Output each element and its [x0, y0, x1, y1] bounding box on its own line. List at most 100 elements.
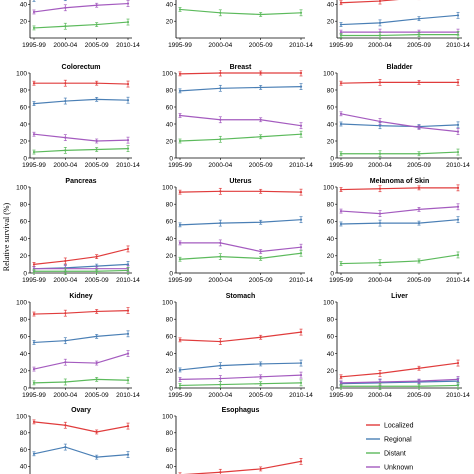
- data-point: [95, 456, 98, 459]
- data-point: [64, 312, 67, 315]
- series-line-distant: [34, 269, 129, 272]
- data-point: [126, 82, 130, 86]
- panel-title: Liver: [391, 293, 408, 300]
- data-point: [378, 372, 382, 375]
- x-tick-label: 1995-99: [22, 42, 46, 49]
- x-tick-label: 2005-09: [249, 162, 273, 169]
- y-tick-label: 40: [166, 236, 174, 243]
- series-line-unknown: [340, 378, 459, 384]
- series-line-regional: [340, 380, 459, 385]
- y-tick-label: 20: [20, 253, 28, 260]
- data-point: [339, 122, 343, 126]
- x-tick-label: 2010-14: [446, 277, 470, 284]
- data-point: [32, 133, 36, 136]
- y-tick-label: 100: [16, 70, 27, 77]
- data-point: [378, 187, 382, 190]
- series-line-distant: [33, 378, 129, 384]
- x-tick-label: 2000-04: [208, 42, 232, 49]
- data-point: [178, 368, 182, 372]
- data-point: [64, 361, 67, 364]
- x-tick-label: 2010-14: [116, 162, 140, 169]
- data-point: [456, 150, 460, 154]
- data-point: [339, 222, 343, 226]
- data-point: [456, 384, 460, 387]
- data-point: [95, 335, 98, 338]
- data-point: [299, 374, 303, 377]
- panel-5: Bladder 0 20 40 60 80 100 1995-99 2000-04 2005-09…: [323, 64, 470, 169]
- data-point: [219, 190, 222, 193]
- data-point: [126, 379, 130, 382]
- data-point: [178, 258, 182, 261]
- y-tick-label: 0: [330, 385, 334, 392]
- y-tick-label: 100: [162, 70, 173, 77]
- y-tick-label: 60: [166, 447, 174, 454]
- data-point: [219, 471, 222, 474]
- data-point: [259, 190, 262, 193]
- data-point: [95, 82, 98, 85]
- x-tick-label: 2005-09: [407, 162, 431, 169]
- data-point: [417, 367, 421, 370]
- y-tick-label: 40: [20, 351, 28, 358]
- data-point: [299, 191, 303, 194]
- data-point: [178, 384, 182, 387]
- series-line-localized: [183, 460, 302, 474]
- panel-title: Breast: [230, 64, 252, 71]
- data-point: [299, 218, 303, 221]
- y-tick-label: 40: [20, 121, 28, 128]
- x-tick-label: 2010-14: [446, 162, 470, 169]
- data-point: [339, 1, 343, 4]
- y-tick-label: 80: [327, 87, 335, 94]
- panel-title: Colorectum: [62, 64, 101, 71]
- panel-2: 20 40 1995-99 2000-04 2005-09 2010-14: [327, 0, 470, 49]
- data-point: [259, 135, 262, 138]
- series-line-distant: [340, 254, 459, 265]
- data-point: [259, 71, 262, 75]
- data-point: [417, 186, 421, 189]
- series-line-localized: [340, 362, 459, 378]
- data-point: [126, 139, 130, 142]
- data-point: [95, 378, 98, 381]
- x-tick-label: 2010-14: [289, 392, 313, 399]
- data-point: [417, 208, 421, 211]
- data-point: [126, 269, 130, 272]
- data-point: [417, 126, 421, 129]
- data-point: [259, 467, 262, 471]
- data-point: [219, 255, 222, 258]
- x-tick-label: 1995-99: [329, 392, 353, 399]
- series-line-regional: [33, 263, 129, 270]
- y-tick-label: 100: [323, 299, 334, 306]
- data-point: [32, 367, 36, 371]
- y-tick-label: 60: [327, 334, 335, 341]
- data-point: [417, 17, 421, 20]
- series-line-localized: [179, 190, 302, 193]
- y-tick-label: 60: [166, 219, 174, 226]
- y-tick-label: 80: [166, 202, 174, 209]
- data-point: [417, 81, 421, 84]
- series-line-unknown: [179, 374, 302, 380]
- data-point: [219, 87, 222, 90]
- y-tick-label: 100: [162, 299, 173, 306]
- data-point: [178, 89, 182, 92]
- data-point: [95, 270, 98, 273]
- series-line-distant: [179, 252, 302, 260]
- y-tick-label: 80: [166, 87, 174, 94]
- data-point: [64, 136, 67, 139]
- data-point: [456, 378, 460, 381]
- data-point: [259, 221, 262, 224]
- data-point: [178, 223, 182, 226]
- x-tick-label: 2010-14: [116, 42, 140, 49]
- y-tick-label: 100: [162, 413, 173, 420]
- panel-12: Ovary 40 60 80 100: [16, 407, 130, 474]
- data-point: [64, 82, 67, 85]
- y-tick-label: 80: [327, 317, 335, 324]
- data-point: [95, 98, 98, 101]
- data-point: [32, 150, 36, 154]
- y-tick-label: 60: [327, 104, 335, 111]
- data-point: [339, 34, 343, 37]
- data-point: [378, 21, 382, 24]
- y-tick-label: 40: [327, 121, 335, 128]
- y-tick-label: 20: [166, 19, 174, 26]
- y-tick-label: 100: [323, 184, 334, 191]
- data-point: [417, 385, 421, 388]
